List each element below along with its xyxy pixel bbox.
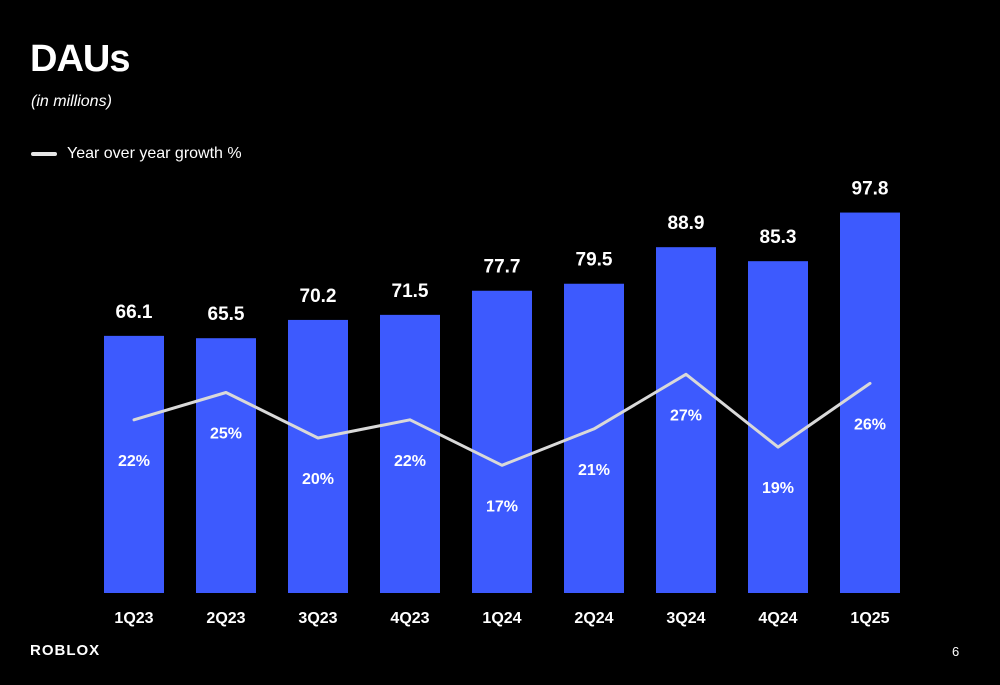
- x-tick-label: 3Q24: [666, 610, 705, 627]
- growth-value-label: 21%: [578, 462, 610, 479]
- x-tick-label: 4Q23: [390, 610, 429, 627]
- growth-value-label: 26%: [854, 416, 886, 433]
- bar-4Q24: [748, 261, 808, 593]
- bar-value-label: 88.9: [668, 213, 705, 234]
- x-tick-label: 1Q25: [850, 610, 889, 627]
- growth-value-label: 17%: [486, 498, 518, 515]
- x-tick-label: 1Q24: [482, 610, 521, 627]
- x-tick-label: 2Q23: [206, 610, 245, 627]
- bar-value-label: 85.3: [760, 227, 797, 248]
- bar-3Q24: [656, 247, 716, 593]
- bar-2Q23: [196, 338, 256, 593]
- growth-value-label: 25%: [210, 426, 242, 443]
- chart-subtitle: (in millions): [31, 93, 112, 110]
- roblox-logo: ROBLOX: [30, 642, 101, 659]
- x-tick-label: 3Q23: [298, 610, 337, 627]
- bar-1Q25: [840, 212, 900, 594]
- growth-value-label: 20%: [302, 471, 334, 488]
- bar-value-label: 65.5: [208, 304, 245, 325]
- bar-value-label: 71.5: [392, 281, 429, 302]
- x-tick-label: 2Q24: [574, 610, 613, 627]
- bar-4Q23: [380, 314, 440, 593]
- bar-value-label: 70.2: [300, 286, 337, 307]
- growth-value-label: 22%: [118, 453, 150, 470]
- bar-value-label: 77.7: [484, 257, 521, 278]
- bar-3Q23: [288, 319, 348, 593]
- growth-value-label: 19%: [762, 480, 794, 497]
- x-tick-label: 4Q24: [758, 610, 797, 627]
- bar-value-label: 66.1: [116, 302, 153, 323]
- bar-value-label: 97.8: [852, 179, 889, 200]
- growth-value-label: 27%: [670, 407, 702, 424]
- page-number: 6: [952, 644, 960, 659]
- legend: Year over year growth %: [31, 145, 242, 163]
- bar-value-label: 79.5: [576, 250, 613, 271]
- legend-line-swatch: [31, 152, 57, 156]
- bar-1Q23: [104, 335, 164, 593]
- legend-label: Year over year growth %: [67, 145, 242, 162]
- chart-title: DAUs: [30, 38, 130, 80]
- x-tick-label: 1Q23: [114, 610, 153, 627]
- growth-value-label: 22%: [394, 453, 426, 470]
- bar-1Q24: [472, 290, 532, 593]
